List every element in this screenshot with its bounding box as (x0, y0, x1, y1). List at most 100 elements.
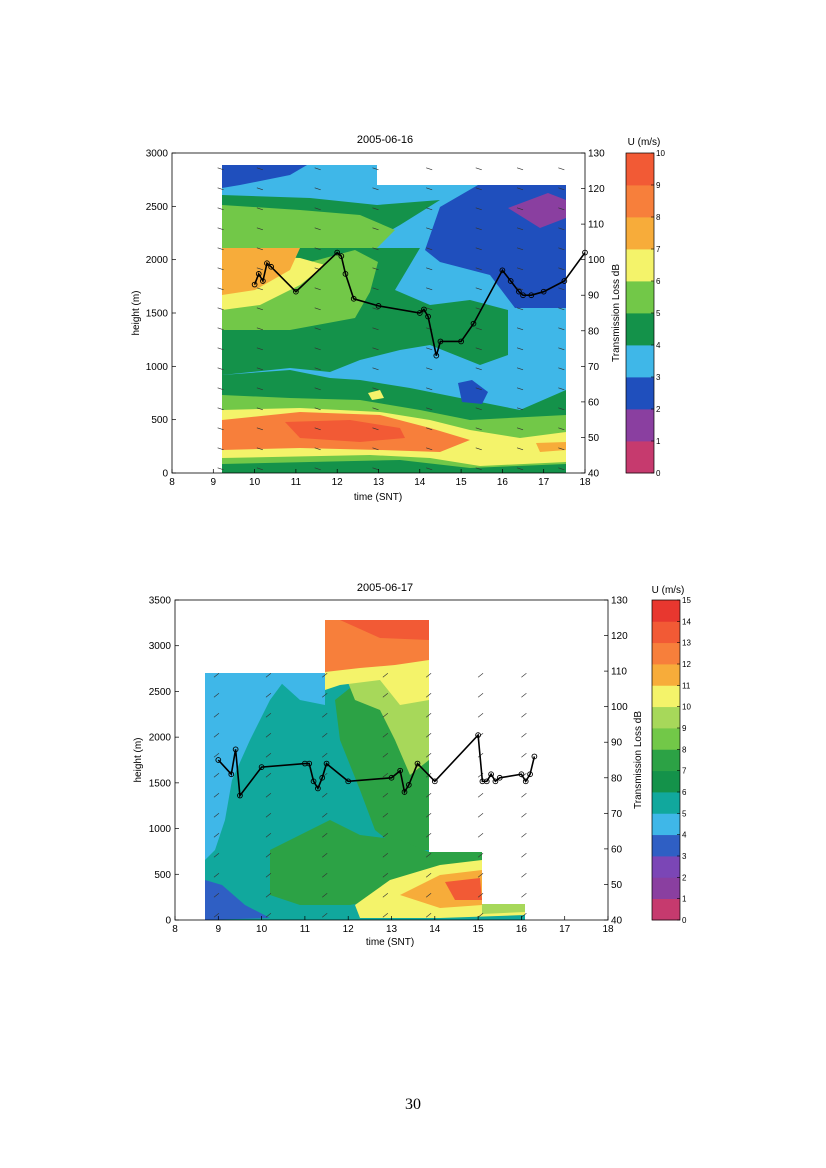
wind-arrow (256, 227, 263, 231)
wind-arrow (372, 367, 379, 371)
wind-arrow (213, 693, 220, 698)
transmission-loss-point (310, 778, 317, 785)
colorbar-segment (652, 749, 680, 772)
wind-arrow (477, 873, 484, 878)
chart-1-region-purple (508, 193, 566, 228)
wind-arrow (382, 693, 389, 698)
chart-1-title: 2005-06-16 (357, 134, 413, 146)
wind-arrow (382, 733, 389, 738)
chart-1-ticks: 8 9 10 11 12 13 14 15 16 17 18 0 500 1000 1500 2000 2500… (146, 149, 605, 489)
chart-1-region-red-low (285, 420, 405, 442)
transmission-loss-point (375, 303, 382, 309)
wind-arrow (213, 793, 220, 798)
chart-1-ytick-label: 0 (162, 469, 168, 480)
wind-arrow (372, 387, 379, 391)
wind-arrow (322, 713, 328, 718)
wind-arrow (372, 327, 379, 331)
wind-arrow (372, 287, 379, 291)
transmission-loss-point (319, 774, 326, 781)
wind-arrow (475, 347, 482, 351)
wind-arrow (217, 287, 224, 291)
wind-arrow (425, 753, 432, 758)
chart-1-y2tick-label: 40 (588, 469, 600, 480)
page-number: 30 (405, 1096, 421, 1113)
wind-arrow (558, 287, 565, 291)
colorbar-segment (652, 685, 680, 708)
wind-arrow (256, 407, 263, 411)
wind-arrow (314, 367, 321, 371)
wind-arrow (372, 187, 379, 191)
colorbar-tick-label: 8 (682, 745, 687, 754)
wind-arrow (425, 673, 432, 678)
wind-arrow (265, 813, 272, 818)
chart-1-ytick-label: 1500 (146, 309, 169, 320)
wind-arrow (558, 247, 565, 251)
wind-arrow (477, 793, 484, 798)
wind-arrow (558, 227, 565, 231)
wind-arrow (322, 893, 328, 898)
colorbar-segment (652, 813, 680, 836)
transmission-loss-point (507, 278, 514, 284)
wind-arrow (256, 267, 263, 271)
transmission-loss-point (260, 278, 266, 284)
colorbar-tick-label: 14 (682, 617, 691, 626)
wind-arrow (425, 793, 432, 798)
colorbar-tick-label: 13 (682, 639, 691, 648)
wind-arrow (425, 813, 432, 818)
transmission-loss-point (232, 746, 239, 753)
colorbar-segment (652, 834, 680, 857)
chart-1-xtick-label: 8 (169, 477, 175, 488)
wind-arrow (322, 753, 328, 758)
colorbar-tick-label: 1 (682, 895, 687, 904)
wind-arrow (425, 733, 432, 738)
colorbar-tick-label: 4 (682, 831, 687, 840)
wind-arrow (322, 733, 328, 738)
wind-arrow (322, 833, 328, 838)
wind-arrow (217, 227, 224, 231)
colorbar-tick-label: 0 (656, 469, 661, 478)
colorbar-tick-label: 10 (682, 703, 691, 712)
wind-arrow (217, 187, 224, 191)
chart-1-y2tick-label: 110 (588, 220, 604, 231)
wind-arrow (217, 447, 224, 451)
wind-arrow (426, 267, 433, 271)
wind-arrow (516, 187, 524, 191)
wind-arrow (256, 287, 263, 291)
wind-arrow (426, 367, 433, 371)
chart-1-region-orange-right (536, 442, 566, 452)
chart-2-region-lblue-left (205, 673, 290, 860)
wind-arrow (426, 207, 433, 211)
wind-arrow (322, 673, 328, 678)
wind-arrow (426, 287, 433, 291)
wind-arrow (516, 427, 524, 431)
chart-2-region-red-low (445, 878, 482, 900)
chart-1-region-blue-top (222, 165, 307, 188)
colorbar-segment (652, 877, 680, 900)
chart-2-xtick-label: 13 (386, 924, 398, 935)
wind-arrow (372, 427, 379, 431)
wind-arrow (516, 247, 524, 251)
chart-2-ytick-label: 0 (165, 916, 171, 927)
wind-arrow (425, 913, 432, 918)
chart-2-ytick-label: 3500 (149, 596, 172, 607)
colorbar-segment (626, 153, 654, 186)
colorbar-tick-label: 11 (682, 681, 691, 690)
wind-arrow (516, 447, 524, 451)
chart-2-region-red-top (340, 620, 429, 640)
wind-arrow (558, 267, 565, 271)
wind-arrow (217, 347, 224, 351)
wind-arrow (265, 673, 272, 678)
transmission-loss-point (561, 278, 568, 284)
chart-1-y2tick-label: 90 (588, 291, 600, 302)
wind-arrow (475, 327, 482, 331)
wind-arrow (475, 207, 482, 211)
transmission-loss-point (416, 310, 423, 316)
chart-1-y2tick-label: 130 (588, 149, 605, 160)
transmission-loss-point (470, 320, 477, 327)
chart-1-colorbar: 0 1 2 3 4 5 6 7 8 9 10 (625, 149, 665, 478)
wind-arrow (382, 833, 389, 838)
chart-2-title: 2005-06-17 (357, 582, 413, 594)
chart-2-xtick-label: 14 (429, 924, 441, 935)
transmission-loss-point (397, 767, 404, 774)
chart-1-y2tick-label: 60 (588, 397, 600, 408)
